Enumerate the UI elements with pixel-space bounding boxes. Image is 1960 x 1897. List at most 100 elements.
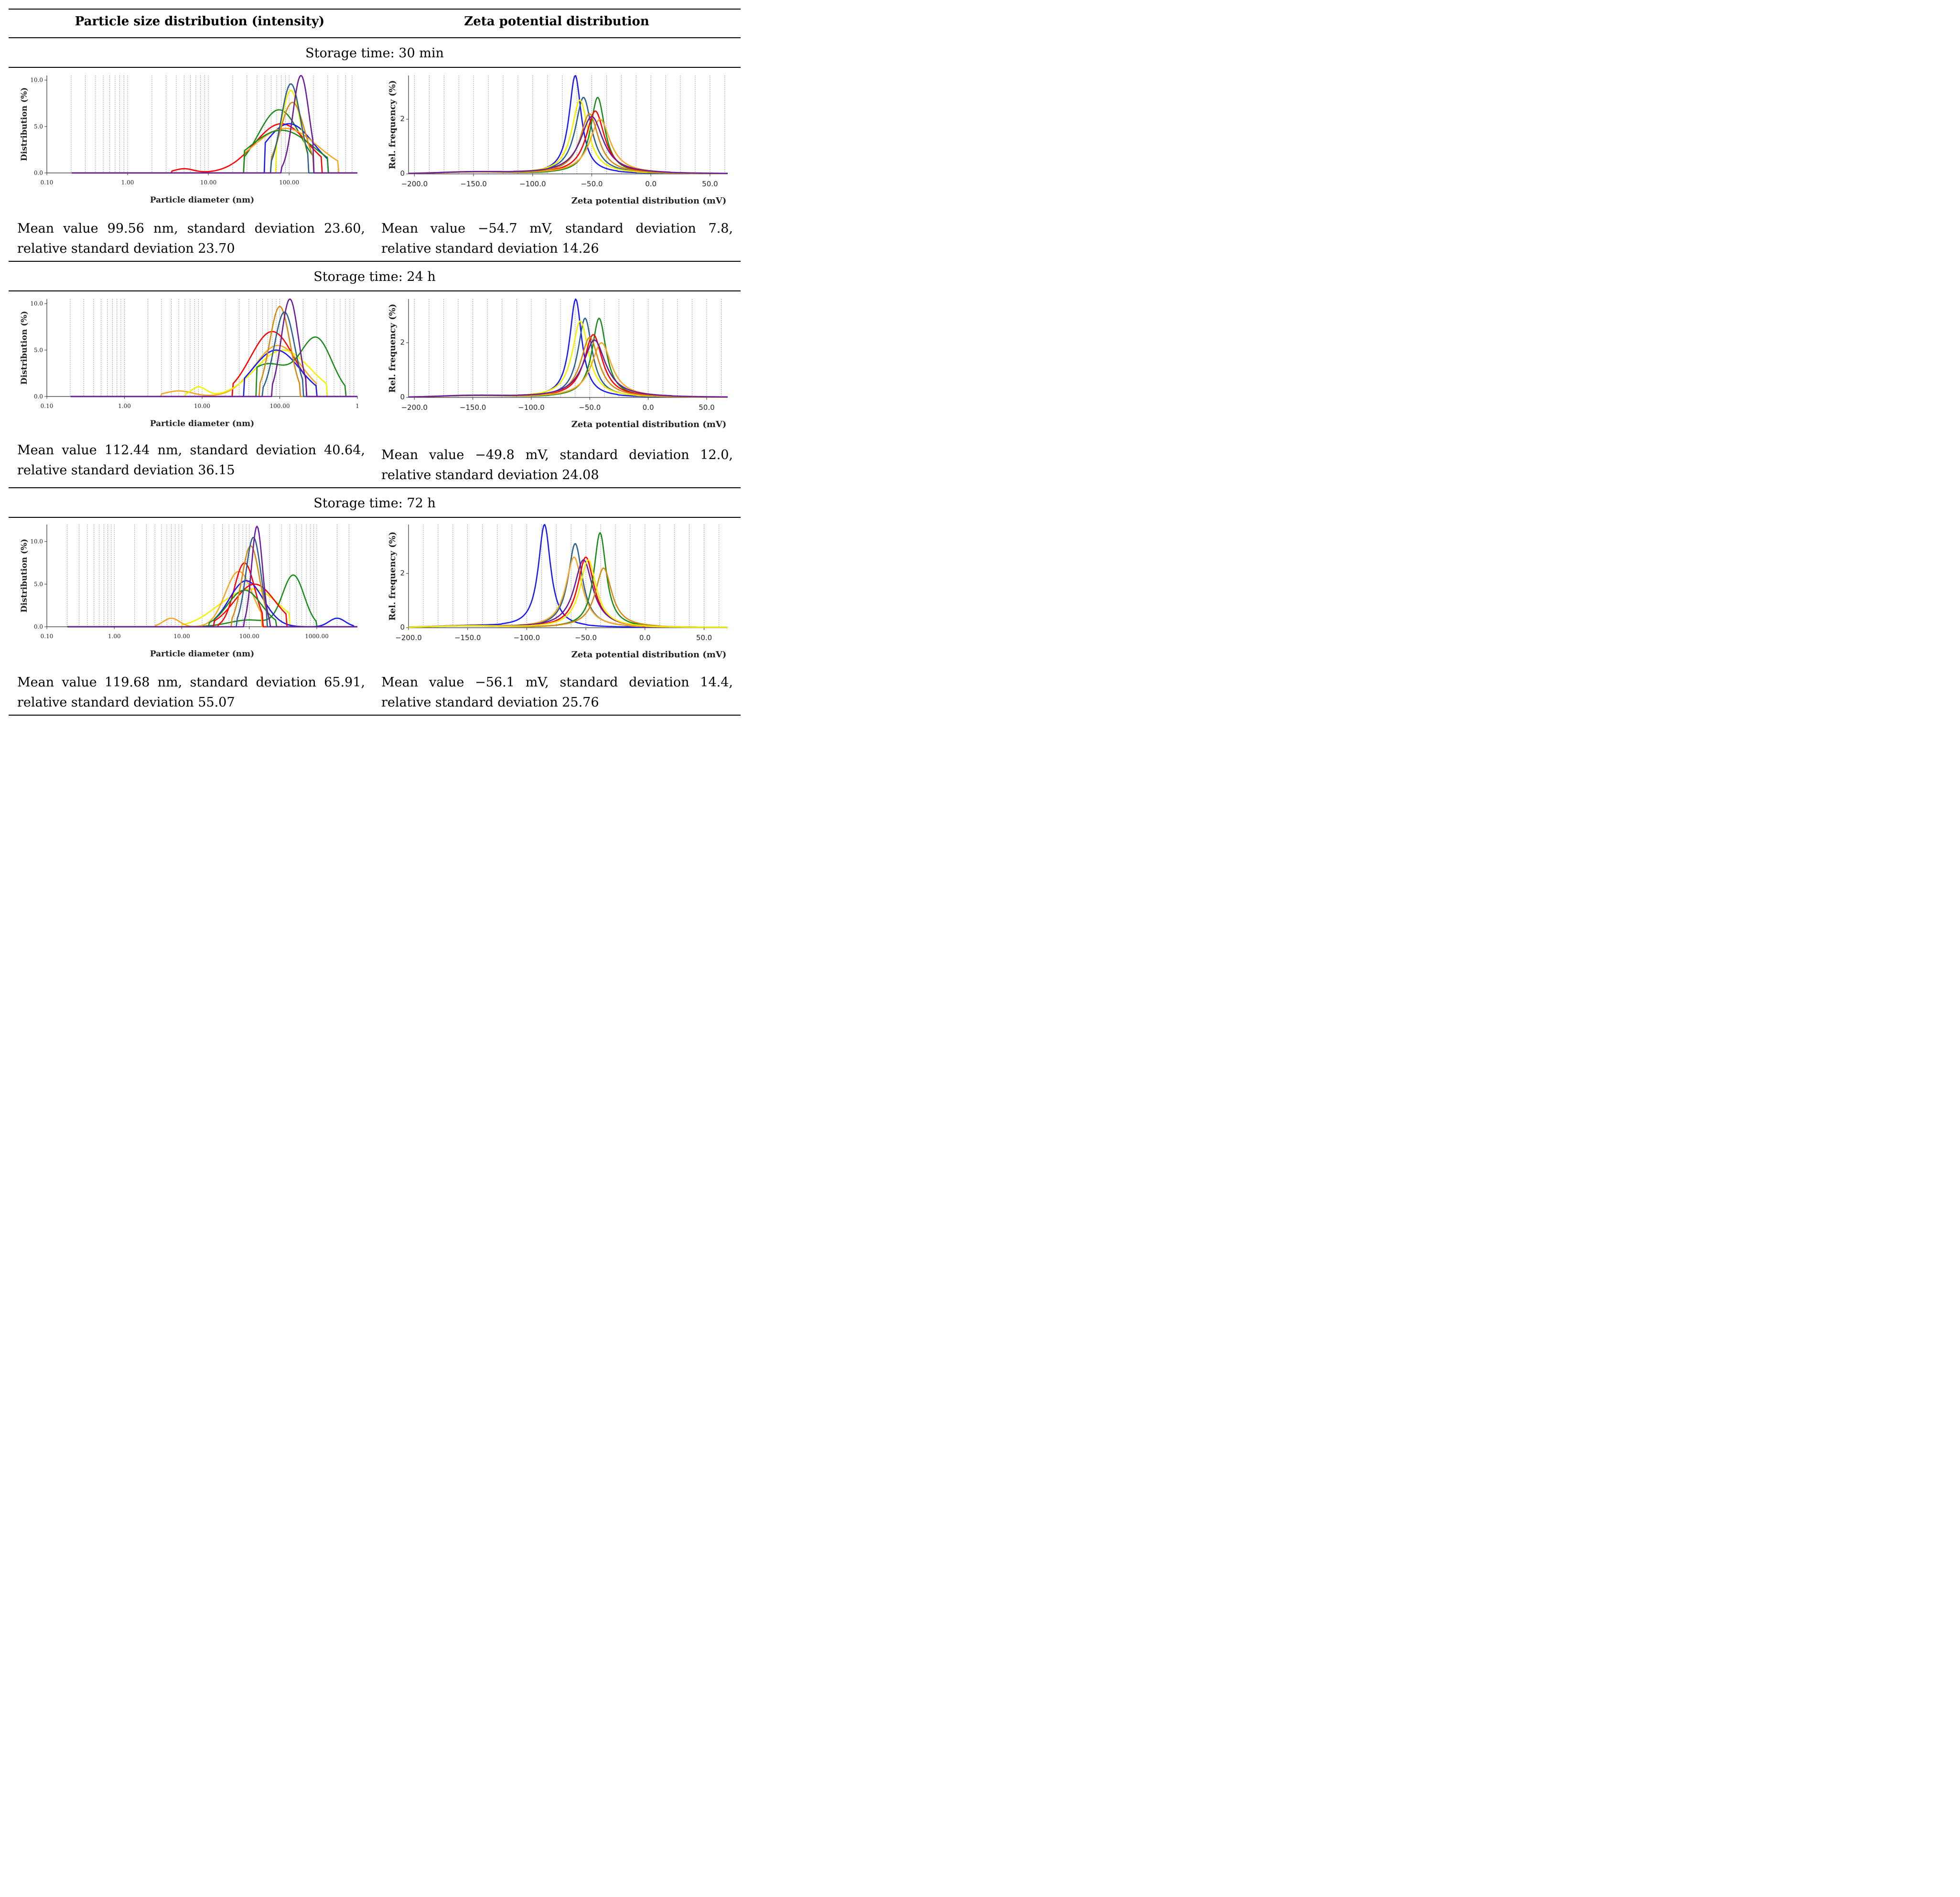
series-line-steel (409, 96, 728, 174)
x-tick-label: −50.0 (575, 633, 597, 642)
series-line-purple (408, 116, 728, 174)
series-line-orange (70, 344, 357, 397)
stats-particle-size-30min: Mean value 99.56 nm, standard deviation … (17, 221, 365, 256)
x-tick-label: −200.0 (395, 633, 422, 642)
zeta-chart-30min: 0 2 −200.0 −150.0 −100.0 −50.0 0.0 50.0 Zeta pot… (375, 72, 738, 210)
x-tick-label: 0.10 (41, 633, 54, 640)
series-line-purple (409, 339, 728, 398)
series-line-purple (67, 525, 357, 628)
particle-size-chart-72h: 0.0 5.0 10.0 0.10 1.00 10.00 100.00 1000.00 Part… (10, 521, 368, 664)
y-axis-label: Distribution (%) (20, 539, 29, 612)
x-tick-label: −150.0 (454, 633, 481, 642)
storage-time-24h: Storage time: 24 h (313, 269, 436, 284)
series-line-green (72, 109, 357, 174)
series-line-purple (72, 75, 357, 174)
y-tick-label: 10.0 (30, 538, 43, 545)
series-line-orange (409, 557, 728, 628)
x-axis-label: Zeta potential distribution (mV) (571, 196, 727, 206)
stats-particle-size-72h: Mean value 119.68 nm, standard deviation… (17, 675, 365, 710)
bottom-rule (9, 715, 741, 716)
stats-particle-size-24h: Mean value 112.44 nm, standard deviation… (17, 443, 365, 478)
x-tick-label: 50.0 (699, 403, 714, 412)
series-line-purple (70, 298, 357, 397)
x-axis-label: Particle diameter (nm) (150, 419, 254, 429)
x-tick-label: 1 (355, 403, 359, 409)
series-line-yellow (409, 99, 728, 174)
y-tick-label: 2 (400, 568, 405, 577)
y-axis-label: Rel. frequency (%) (388, 304, 398, 393)
x-tick-label: −100.0 (519, 180, 546, 188)
stats-zeta-72h: Mean value −56.1 mV, standard deviation … (381, 675, 733, 710)
gridlines (70, 299, 355, 397)
column-header-particle-size: Particle size distribution (intensity) (75, 14, 325, 29)
x-tick-label: 10.00 (173, 633, 190, 640)
y-axis-label: Distribution (%) (20, 311, 29, 385)
x-tick-label: 10.00 (200, 179, 216, 186)
x-axis-label: Particle diameter (nm) (150, 649, 254, 659)
x-tick-label: 100.00 (270, 403, 290, 409)
y-tick-label: 5.0 (34, 581, 43, 588)
x-tick-label: 0.10 (41, 403, 54, 409)
series-line-purple (408, 559, 728, 628)
top-rule (9, 9, 741, 10)
gridlines (67, 525, 349, 627)
y-tick-label: 5.0 (34, 123, 43, 130)
x-tick-label: −100.0 (518, 403, 545, 412)
particle-size-chart-30min: 0.0 5.0 10.0 0.10 1.00 10.00 100.00 Particle di… (10, 72, 368, 210)
series-line-blue (409, 298, 728, 398)
series-line-green (72, 129, 357, 174)
chart-svg: 0 2 −200.0 −150.0 −100.0 −50.0 0.0 50.0 Zeta pot… (388, 298, 728, 429)
x-tick-label: 1.00 (108, 633, 121, 640)
y-tick-label: 0.0 (34, 170, 43, 176)
stats-zeta-30min: Mean value −54.7 mV, standard deviation … (381, 221, 733, 256)
series-line-green (409, 96, 728, 174)
x-tick-label: −150.0 (460, 180, 487, 188)
series-line-darkorange (70, 306, 357, 397)
x-tick-label: −100.0 (514, 633, 540, 642)
x-tick-label: 50.0 (696, 633, 712, 642)
y-tick-label: 10.0 (30, 77, 43, 84)
series-line-yellow (70, 349, 357, 397)
series-line-yellow (72, 89, 357, 174)
section-rule (9, 261, 741, 262)
x-tick-label: −150.0 (460, 403, 486, 412)
header-rule (9, 37, 741, 38)
y-tick-label: 2 (400, 115, 405, 123)
series-line-red (70, 331, 357, 397)
x-tick-label: 100.00 (279, 179, 299, 186)
x-axis-label: Zeta potential distribution (mV) (571, 650, 727, 660)
x-tick-label: −200.0 (401, 180, 428, 188)
y-tick-label: 0.0 (34, 623, 43, 630)
chart-svg: 0 2 −200.0 −150.0 −100.0 −50.0 0.0 50.0 Zeta pot… (388, 524, 728, 660)
x-tick-label: −200.0 (401, 403, 428, 412)
x-axis-label: Zeta potential distribution (mV) (571, 419, 727, 429)
chart-svg: 0.0 5.0 10.0 0.10 1.00 10.00 100.00 1 Particle d… (20, 298, 359, 429)
section-rule (9, 67, 741, 68)
y-tick-label: 5.0 (34, 347, 43, 354)
x-tick-label: −50.0 (579, 403, 601, 412)
x-tick-label: 1.00 (118, 403, 131, 409)
section-rule (9, 487, 741, 488)
chart-svg: 0.0 5.0 10.0 0.10 1.00 10.00 100.00 Particle di… (20, 75, 357, 205)
x-tick-label: 0.0 (645, 180, 657, 188)
zeta-chart-72h: 0 2 −200.0 −150.0 −100.0 −50.0 0.0 50.0 Zeta pot… (375, 521, 738, 664)
x-axis-label: Particle diameter (nm) (150, 195, 254, 205)
x-tick-label: 0.10 (41, 179, 54, 186)
series-line-red (408, 557, 728, 628)
chart-svg: 0.0 5.0 10.0 0.10 1.00 10.00 100.00 1000.00 Part… (20, 525, 357, 659)
y-axis-label: Rel. frequency (%) (388, 532, 398, 621)
y-tick-label: 0 (400, 393, 405, 401)
y-tick-label: 10.0 (30, 300, 43, 307)
x-tick-label: 50.0 (702, 180, 718, 188)
x-tick-label: −50.0 (581, 180, 603, 188)
y-axis-label: Distribution (%) (20, 87, 29, 161)
series-line-yellow (408, 559, 728, 628)
x-tick-label: 0.0 (643, 403, 654, 412)
x-tick-label: 10.00 (194, 403, 210, 409)
x-tick-label: 0.0 (639, 633, 651, 642)
storage-time-30min: Storage time: 30 min (305, 46, 444, 61)
particle-size-chart-24h: 0.0 5.0 10.0 0.10 1.00 10.00 100.00 1 Particle d… (10, 295, 368, 434)
x-tick-label: 1000.00 (305, 633, 329, 640)
y-tick-label: 0 (400, 169, 405, 178)
y-axis-label: Rel. frequency (%) (388, 80, 398, 170)
